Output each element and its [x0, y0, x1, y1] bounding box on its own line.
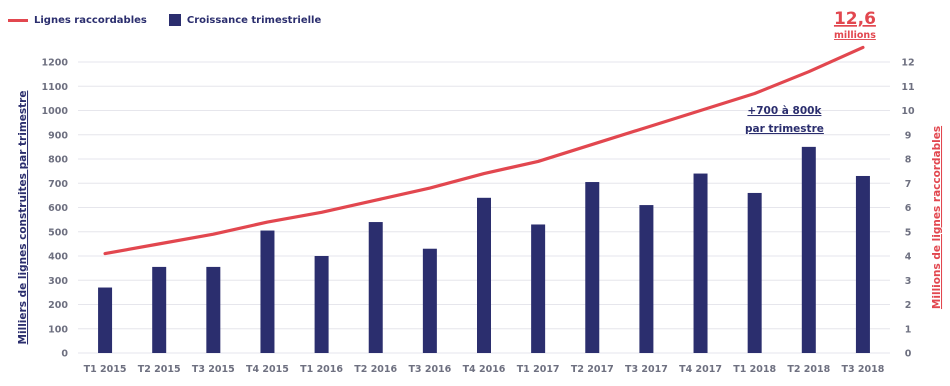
- y-tick-right: 6: [905, 203, 912, 214]
- bar: [531, 224, 546, 353]
- legend-line-label: Lignes raccordables: [34, 14, 147, 26]
- y-tick-left: 400: [48, 252, 68, 263]
- bar: [368, 222, 383, 353]
- y-tick-right: 8: [905, 155, 912, 166]
- bar: [585, 182, 600, 353]
- y-tick-right: 4: [905, 252, 912, 263]
- bar: [477, 197, 491, 353]
- x-tick: T2 2018: [787, 364, 830, 375]
- x-tick: T2 2015: [138, 364, 181, 375]
- legend-line-swatch: [8, 18, 28, 22]
- bar: [314, 256, 329, 353]
- line-series: [103, 45, 865, 256]
- bar: [693, 173, 708, 353]
- x-tick: T1 2017: [517, 364, 560, 375]
- y-tick-right: 0: [905, 349, 912, 360]
- bar: [152, 266, 167, 353]
- x-tick: T3 2016: [408, 364, 451, 375]
- y-tick-right: 9: [905, 130, 912, 141]
- y-tick-right: 7: [905, 179, 912, 190]
- y-tick-left: 800: [48, 155, 68, 166]
- y-tick-left: 300: [48, 276, 68, 287]
- legend-bar-swatch: [168, 14, 181, 26]
- final-value-label: 12,6: [834, 9, 876, 29]
- x-tick: T2 2016: [354, 364, 397, 375]
- y-tick-right: 12: [901, 58, 914, 69]
- y-tick-left: 1000: [42, 106, 69, 117]
- y-axis-title-right: Millions de lignes raccordables: [931, 126, 943, 309]
- bar: [801, 146, 816, 353]
- legend-item-bar: Croissance trimestrielle: [168, 14, 322, 26]
- callout-line-1: +700 à 800k: [747, 105, 822, 117]
- bar: [855, 175, 870, 353]
- legend-item-line: Lignes raccordables: [8, 15, 147, 26]
- y-tick-left: 0: [61, 349, 68, 360]
- y-tick-left: 900: [48, 130, 68, 141]
- y-tick-right: 11: [901, 82, 914, 93]
- x-tick: T4 2015: [246, 364, 289, 375]
- bar: [98, 287, 113, 353]
- bar: [206, 266, 221, 353]
- bar: [747, 192, 762, 353]
- x-tick: T4 2016: [463, 364, 506, 375]
- x-tick: T4 2017: [679, 364, 722, 375]
- bar: [639, 205, 654, 353]
- bar: [260, 230, 275, 353]
- x-tick: T1 2016: [300, 364, 343, 375]
- y-tick-left: 200: [48, 300, 68, 311]
- x-tick: T3 2015: [192, 364, 235, 375]
- y-tick-left: 700: [48, 179, 68, 190]
- x-tick: T1 2015: [84, 364, 127, 375]
- y-tick-right: 3: [905, 276, 912, 287]
- x-tick: T3 2017: [625, 364, 668, 375]
- x-tick: T3 2018: [842, 364, 885, 375]
- x-tick: T1 2018: [733, 364, 776, 375]
- callout-line-2: par trimestre: [745, 123, 824, 135]
- y-tick-right: 10: [901, 106, 915, 117]
- y-tick-left: 600: [48, 203, 68, 214]
- y-axis-title-left: Milliers de lignes construites par trime…: [17, 91, 29, 345]
- y-tick-left: 100: [48, 324, 68, 335]
- y-tick-right: 5: [905, 227, 912, 238]
- y-tick-left: 1100: [42, 82, 69, 93]
- legend: Lignes raccordables Croissance trimestri…: [8, 14, 343, 26]
- y-tick-right: 2: [905, 300, 912, 311]
- y-tick-right: 1: [905, 324, 912, 335]
- bar: [422, 248, 437, 353]
- x-tick: T2 2017: [571, 364, 614, 375]
- final-unit-label: millions: [834, 30, 876, 41]
- legend-bar-label: Croissance trimestrielle: [186, 14, 322, 26]
- y-tick-left: 500: [48, 227, 68, 238]
- y-tick-left: 1200: [42, 58, 69, 69]
